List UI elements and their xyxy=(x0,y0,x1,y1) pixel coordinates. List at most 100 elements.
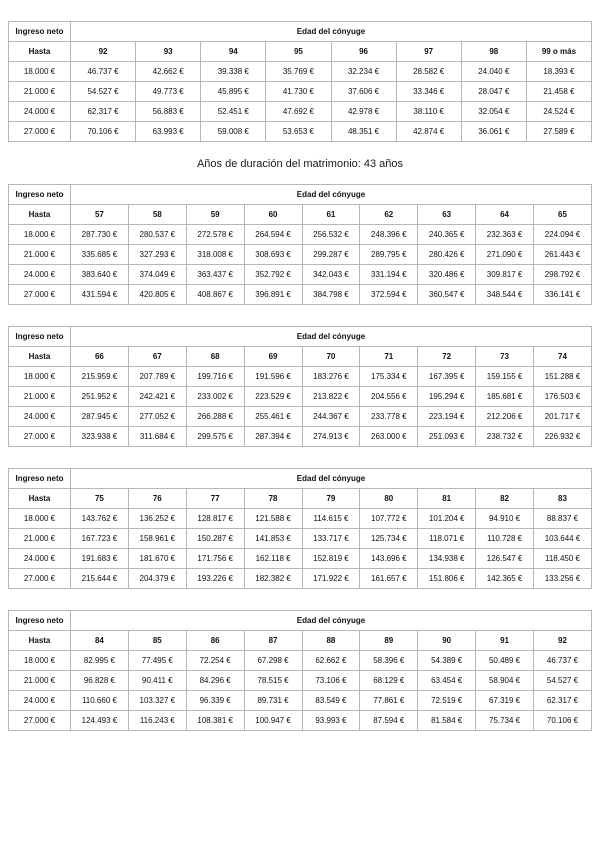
table-row: 27.000 €70.106 €63.993 €59.008 €53.653 €… xyxy=(8,121,593,142)
age-column-header: 78 xyxy=(243,488,303,509)
amount-cell: 280.426 € xyxy=(417,244,477,265)
amount-cell: 118.071 € xyxy=(417,528,477,549)
age-column-header: 69 xyxy=(243,346,303,367)
amount-cell: 272.578 € xyxy=(185,224,245,245)
amount-cell: 108.381 € xyxy=(185,710,245,731)
amount-cell: 212.206 € xyxy=(475,406,534,427)
spouse-age-header: Edad del cónyuge xyxy=(70,21,592,42)
amount-cell: 331.194 € xyxy=(359,264,419,285)
amount-cell: 93.993 € xyxy=(301,710,361,731)
income-net-header: Ingreso neto xyxy=(8,184,71,205)
age-column-header: 87 xyxy=(243,630,303,651)
amount-cell: 298.792 € xyxy=(533,264,592,285)
amount-cell: 77.495 € xyxy=(127,650,187,671)
age-column-header: 66 xyxy=(70,346,129,367)
amount-cell: 195.294 € xyxy=(417,386,477,407)
amount-cell: 128.817 € xyxy=(185,508,245,529)
income-cell: 27.000 € xyxy=(8,284,71,305)
age-column-header: 81 xyxy=(417,488,477,509)
amount-cell: 263.000 € xyxy=(359,426,419,447)
amount-cell: 103.327 € xyxy=(127,690,187,711)
hasta-header: Hasta xyxy=(8,488,71,509)
amount-cell: 83.549 € xyxy=(301,690,361,711)
income-net-header: Ingreso neto xyxy=(8,610,71,631)
amount-cell: 287.730 € xyxy=(70,224,129,245)
amount-cell: 420.805 € xyxy=(127,284,187,305)
amount-cell: 240.365 € xyxy=(417,224,477,245)
amount-cell: 24.524 € xyxy=(525,101,593,122)
amount-cell: 54.527 € xyxy=(533,670,592,691)
amount-cell: 223.529 € xyxy=(243,386,303,407)
table-header-row: Ingreso neto Edad del cónyuge xyxy=(8,610,592,631)
amount-cell: 54.389 € xyxy=(417,650,477,671)
age-column-header: 80 xyxy=(359,488,419,509)
table-row: 18.000 €215.959 €207.789 €199.716 €191.5… xyxy=(8,366,592,387)
compensation-table: Ingreso neto Edad del cónyuge Hasta 75 76 77 7… xyxy=(8,468,592,589)
age-column-header: 76 xyxy=(127,488,187,509)
age-column-header: 92 xyxy=(69,41,137,62)
amount-cell: 311.684 € xyxy=(127,426,187,447)
amount-cell: 70.106 € xyxy=(69,121,137,142)
income-cell: 27.000 € xyxy=(8,568,71,589)
table-row: 21.000 €54.527 €49.773 €45.895 €41.730 €… xyxy=(8,81,593,102)
amount-cell: 53.653 € xyxy=(265,121,332,142)
amount-cell: 408.867 € xyxy=(185,284,245,305)
amount-cell: 42.978 € xyxy=(330,101,397,122)
amount-cell: 264.594 € xyxy=(243,224,303,245)
amount-cell: 256.532 € xyxy=(301,224,361,245)
amount-cell: 299.575 € xyxy=(185,426,245,447)
amount-cell: 213.822 € xyxy=(301,386,361,407)
amount-cell: 67.319 € xyxy=(475,690,534,711)
amount-cell: 45.895 € xyxy=(200,81,267,102)
amount-cell: 42.874 € xyxy=(395,121,462,142)
amount-cell: 191.683 € xyxy=(70,548,129,569)
income-cell: 21.000 € xyxy=(8,528,71,549)
hasta-header: Hasta xyxy=(8,41,71,62)
amount-cell: 78.515 € xyxy=(243,670,303,691)
amount-cell: 59.008 € xyxy=(200,121,267,142)
amount-cell: 431.594 € xyxy=(70,284,129,305)
age-column-header: 92 xyxy=(533,630,592,651)
amount-cell: 116.243 € xyxy=(127,710,187,731)
amount-cell: 125.734 € xyxy=(359,528,419,549)
amount-cell: 299.287 € xyxy=(301,244,361,265)
amount-cell: 185.681 € xyxy=(475,386,534,407)
age-column-header: 62 xyxy=(359,204,419,225)
amount-cell: 327.293 € xyxy=(127,244,187,265)
age-columns-row: Hasta 66 67 68 69 70 71 72 73 74 xyxy=(8,346,592,367)
amount-cell: 41.730 € xyxy=(265,81,332,102)
age-column-header: 73 xyxy=(475,346,534,367)
amount-cell: 67.298 € xyxy=(243,650,303,671)
income-cell: 24.000 € xyxy=(8,101,71,122)
amount-cell: 89.731 € xyxy=(243,690,303,711)
compensation-table: Ingreso neto Edad del cónyuge Hasta 66 67 68 6… xyxy=(8,326,592,447)
amount-cell: 38.110 € xyxy=(395,101,462,122)
table-row: 24.000 €110.660 €103.327 €96.339 €89.731… xyxy=(8,690,592,711)
amount-cell: 232.363 € xyxy=(475,224,534,245)
income-cell: 27.000 € xyxy=(8,121,71,142)
table-row: 27.000 €215.644 €204.379 €193.226 €182.3… xyxy=(8,568,592,589)
amount-cell: 204.556 € xyxy=(359,386,419,407)
amount-cell: 58.396 € xyxy=(359,650,419,671)
age-column-header: 67 xyxy=(127,346,187,367)
amount-cell: 42.662 € xyxy=(135,61,202,82)
compensation-table: Ingreso neto Edad del cónyuge Hasta 92 93 94 9… xyxy=(8,21,593,142)
amount-cell: 191.596 € xyxy=(243,366,303,387)
age-column-header: 60 xyxy=(243,204,303,225)
amount-cell: 161.657 € xyxy=(359,568,419,589)
amount-cell: 181.670 € xyxy=(127,548,187,569)
amount-cell: 101.204 € xyxy=(417,508,477,529)
age-column-header: 84 xyxy=(70,630,129,651)
amount-cell: 18.393 € xyxy=(525,61,593,82)
amount-cell: 175.334 € xyxy=(359,366,419,387)
income-cell: 24.000 € xyxy=(8,548,71,569)
amount-cell: 73.106 € xyxy=(301,670,361,691)
table-row: 21.000 €335.685 €327.293 €318.008 €308.6… xyxy=(8,244,592,265)
amount-cell: 47.692 € xyxy=(265,101,332,122)
amount-cell: 133.717 € xyxy=(301,528,361,549)
income-cell: 24.000 € xyxy=(8,264,71,285)
table-row: 21.000 €167.723 €158.961 €150.287 €141.8… xyxy=(8,528,592,549)
income-cell: 18.000 € xyxy=(8,61,71,82)
amount-cell: 46.737 € xyxy=(69,61,137,82)
amount-cell: 374.049 € xyxy=(127,264,187,285)
